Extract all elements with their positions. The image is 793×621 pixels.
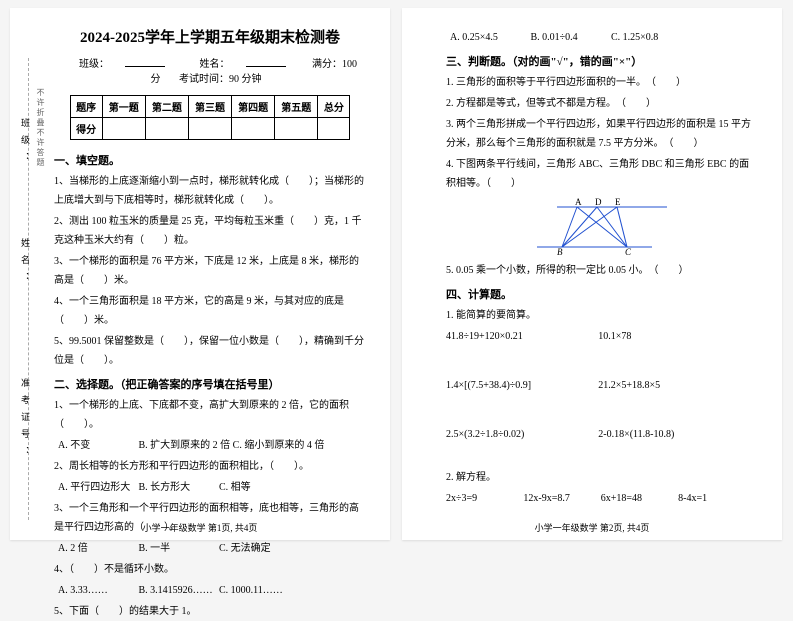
q2-1-opts: A. 不变 B. 扩大到原来的 2 倍 C. 缩小到原来的 4 倍 [54, 436, 366, 455]
q1-1: 1、当梯形的上底逐渐缩小到一点时，梯形就转化成（ ）；当梯形的上底增大到与下底相… [54, 172, 366, 210]
section-1-head: 一、填空题。 [54, 152, 366, 168]
info-name: 姓名： [192, 59, 294, 70]
section-3-head: 三、判断题。（对的画"√"，错的画"×"） [446, 53, 758, 69]
q2-2-opts: A. 平行四边形大 B. 长方形大 C. 相等 [54, 478, 366, 497]
info-class: 班级： [71, 59, 173, 70]
binding-msg: 不 许 折 叠 不 许 答 题 [35, 88, 46, 166]
q1-2: 2、测出 100 粒玉米的质量是 25 克，平均每粒玉米重（ ）克，1 千克这种… [54, 212, 366, 250]
j2: 2. 方程都是等式，但等式不都是方程。 （ ） [446, 94, 758, 113]
binding-name-label: 姓名： [19, 238, 32, 289]
j3: 3. 两个三角形拼成一个平行四边形，如果平行四边形的面积是 15 平方分米，那么… [446, 115, 758, 153]
score-h3: 第三题 [188, 96, 231, 118]
q2-1: 1、一个梯形的上底、下底都不变，高扩大到原来的 2 倍，它的面积（ ）。 [54, 396, 366, 434]
score-h2: 第二题 [145, 96, 188, 118]
page-1: 班级： 姓名： 准考证号： 不 许 折 叠 不 许 答 题 2024-2025学… [10, 8, 390, 540]
q1-5: 5、99.5001 保留整数是（ ），保留一位小数是（ ），精确到千分位是（ ）… [54, 332, 366, 370]
calc-2-head: 2. 解方程。 [446, 468, 758, 487]
score-h6: 总分 [318, 96, 350, 118]
q2-4: 4、（ ）不是循环小数。 [54, 560, 366, 579]
calc-1-head: 1. 能简算的要简算。 [446, 306, 758, 325]
q2-4-opts: A. 3.33…… B. 3.1415926…… C. 1000.11…… [54, 581, 366, 600]
q2-2: 2、周长相等的长方形和平行四边形的面积相比，（ ）。 [54, 457, 366, 476]
q1-4: 4、一个三角形面积是 18 平方米，它的高是 9 米，与其对应的底是（ ）米。 [54, 292, 366, 330]
score-h0: 题序 [70, 96, 102, 118]
exam-title: 2024-2025学年上学期五年级期末检测卷 [54, 26, 366, 47]
svg-text:C: C [625, 247, 632, 257]
info-row: 班级： 姓名： 满分：100 分 考试时间：90 分钟 [54, 55, 366, 85]
binding-ticket-label: 准考证号： [19, 378, 32, 463]
page-2: A. 0.25×4.5 B. 0.01÷0.4 C. 1.25×0.8 三、判断… [402, 8, 782, 540]
score-h1: 第一题 [102, 96, 145, 118]
q2-3-opts: A. 2 倍 B. 一半 C. 无法确定 [54, 539, 366, 558]
score-h4: 第四题 [232, 96, 275, 118]
section-4-head: 四、计算题。 [446, 286, 758, 302]
j1: 1. 三角形的面积等于平行四边形面积的一半。 （ ） [446, 73, 758, 92]
calc-row-2: 1.4×[(7.5+38.4)÷0.9] 21.2×5+18.8×5 [446, 380, 758, 391]
q1-3: 3、一个梯形的面积是 76 平方米，下底是 12 米，上底是 8 米，梯形的高是… [54, 252, 366, 290]
score-h5: 第五题 [275, 96, 318, 118]
svg-text:E: E [615, 197, 621, 207]
score-row-label: 得分 [70, 118, 102, 140]
j5: 5. 0.05 乘一个小数，所得的积一定比 0.05 小。 （ ） [446, 261, 758, 280]
svg-text:B: B [557, 247, 563, 257]
calc-row-3: 2.5×(3.2÷1.8÷0.02) 2-0.18×(11.8-10.8) [446, 429, 758, 440]
svg-text:D: D [595, 197, 602, 207]
info-time: 考试时间：90 分钟 [179, 74, 262, 85]
eq-row: 2x÷3=9 12x-9x=8.7 6x+18=48 8-4x=1 [446, 493, 758, 504]
svg-text:A: A [575, 197, 582, 207]
triangle-diagram: A D E B C [532, 197, 672, 257]
q2-5-opts: A. 0.25×4.5 B. 0.01÷0.4 C. 1.25×0.8 [446, 28, 758, 47]
section-2-head: 二、选择题。（把正确答案的序号填在括号里） [54, 376, 366, 392]
j4: 4. 下图两条平行线间，三角形 ABC、三角形 DBC 和三角形 EBC 的面积… [446, 155, 758, 193]
q2-5: 5、下面（ ）的结果大于 1。 [54, 602, 366, 621]
binding-class-label: 班级： [19, 118, 32, 169]
footer-1: 小学一年级数学 第1页, 共4页 [10, 521, 390, 534]
calc-row-1: 41.8÷19+120×0.21 10.1×78 [446, 331, 758, 342]
footer-2: 小学一年级数学 第2页, 共4页 [402, 521, 782, 534]
binding-column: 班级： 姓名： 准考证号： 不 许 折 叠 不 许 答 题 [28, 58, 46, 520]
score-table: 题序 第一题 第二题 第三题 第四题 第五题 总分 得分 [70, 95, 351, 140]
